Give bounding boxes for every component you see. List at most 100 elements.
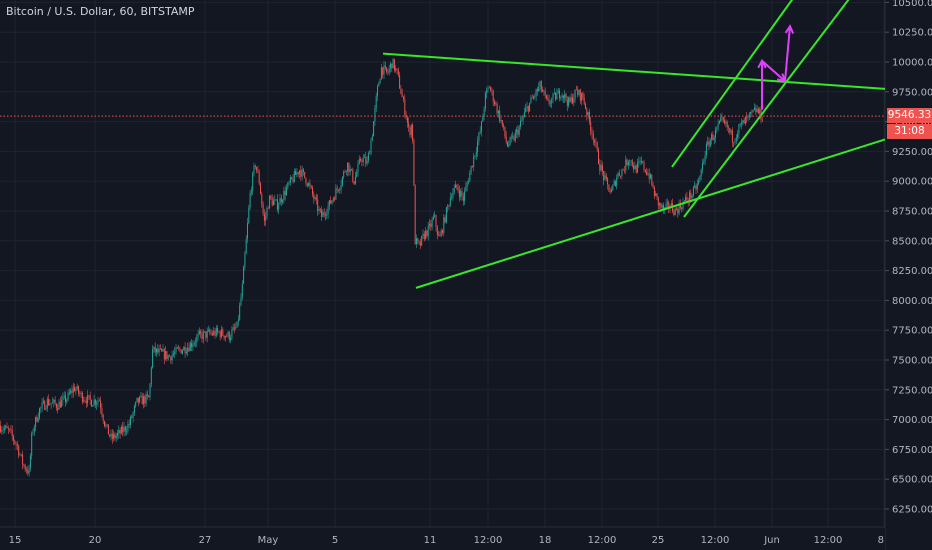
candle-down [559, 90, 560, 99]
candles [0, 57, 763, 477]
candle-up [265, 216, 267, 221]
candle-up [136, 397, 138, 402]
candle-down [24, 465, 26, 470]
candle-up [699, 176, 701, 181]
candle-down [595, 142, 597, 143]
candle-up [278, 204, 280, 210]
time-axis-background [0, 527, 885, 550]
candle-down [348, 162, 350, 173]
candle-up [75, 389, 77, 392]
candle-down [409, 127, 411, 136]
time-tick-label: 27 [199, 535, 212, 546]
candle-up [655, 193, 657, 197]
candle-up [750, 111, 752, 114]
drawings[interactable] [382, 0, 886, 289]
candle-down [746, 117, 748, 118]
candle-up [9, 428, 11, 430]
candle-down [131, 416, 133, 418]
trendline-3[interactable] [671, 0, 803, 168]
candle-down [384, 65, 386, 68]
candle-down [254, 165, 256, 168]
candle-down [109, 434, 111, 437]
candle-up [204, 331, 206, 332]
candle-up [534, 96, 536, 98]
candle-up [373, 121, 375, 137]
trendline-1[interactable] [382, 52, 886, 90]
candle-up [434, 215, 436, 217]
candle-down [444, 217, 446, 223]
candle-down [721, 117, 723, 119]
candle-down [276, 199, 278, 210]
candle-down [536, 89, 538, 92]
candle-down [11, 430, 13, 437]
candle-up [367, 153, 369, 161]
candle-up [192, 344, 194, 347]
candle-up [553, 92, 555, 94]
candle-up [380, 67, 382, 80]
candle-up [318, 209, 320, 211]
candle-up [431, 219, 433, 227]
trendline-4[interactable] [683, 0, 860, 218]
time-axis: 15 20 27 May 5 11 12:00 18 12:00 25 12:00 Jun 12:00 8 [0, 526, 885, 550]
candle-up [568, 97, 570, 106]
candle-up [725, 121, 727, 124]
candle-down [566, 100, 568, 106]
candle-up [650, 174, 651, 179]
candle-down [731, 130, 733, 143]
time-tick-label: 12:00 [588, 535, 617, 546]
candle-up [97, 400, 99, 403]
candle-up [637, 162, 638, 173]
candle-down [26, 469, 27, 471]
candle-up [427, 225, 429, 237]
candle-down [517, 129, 519, 135]
candle-down [260, 183, 261, 195]
candle-down [100, 400, 102, 409]
candle-up [72, 387, 74, 393]
candle-up [452, 192, 454, 198]
candle-down [214, 331, 216, 336]
candle-up [289, 177, 291, 183]
price-tick-label: 8750.00 [892, 207, 932, 218]
price-tick-label: 10500.00 [892, 0, 932, 9]
candle-up [115, 435, 117, 439]
candle-up [629, 161, 631, 163]
candle-up [473, 156, 475, 167]
trendline-2[interactable] [415, 138, 886, 289]
candle-up [383, 65, 385, 75]
time-tick-label: 12:00 [814, 535, 843, 546]
candle-down [305, 177, 307, 184]
candle-down [128, 424, 130, 425]
candle-down [601, 165, 603, 172]
time-tick-label: 20 [89, 535, 102, 546]
candle-up [172, 353, 174, 356]
candle-up [709, 139, 711, 147]
candle-up [171, 355, 173, 361]
candle-down [540, 81, 542, 90]
candle-down [176, 347, 178, 349]
candle-down [7, 427, 9, 430]
candle-up [227, 332, 229, 337]
candle-down [726, 121, 728, 128]
candle-up [703, 161, 705, 164]
candle-up [243, 266, 245, 284]
candle-down [439, 235, 441, 237]
candle-down [10, 428, 12, 431]
candle-down [68, 392, 70, 394]
candle-down [412, 124, 414, 141]
candle-up [39, 408, 40, 418]
candle-up [483, 108, 485, 117]
candle-down [18, 445, 20, 456]
candle-down [582, 92, 584, 98]
candle-down [122, 426, 124, 433]
candle-up [308, 183, 310, 186]
candle-up [552, 93, 554, 99]
candle-up [247, 223, 248, 239]
arrow-shaft [761, 60, 786, 82]
candle-down [663, 205, 664, 211]
candle-up [440, 230, 442, 237]
candle-down [492, 90, 494, 102]
candle-down [209, 330, 211, 334]
candle-up [296, 172, 298, 175]
projection-arrow-3[interactable] [784, 24, 795, 82]
